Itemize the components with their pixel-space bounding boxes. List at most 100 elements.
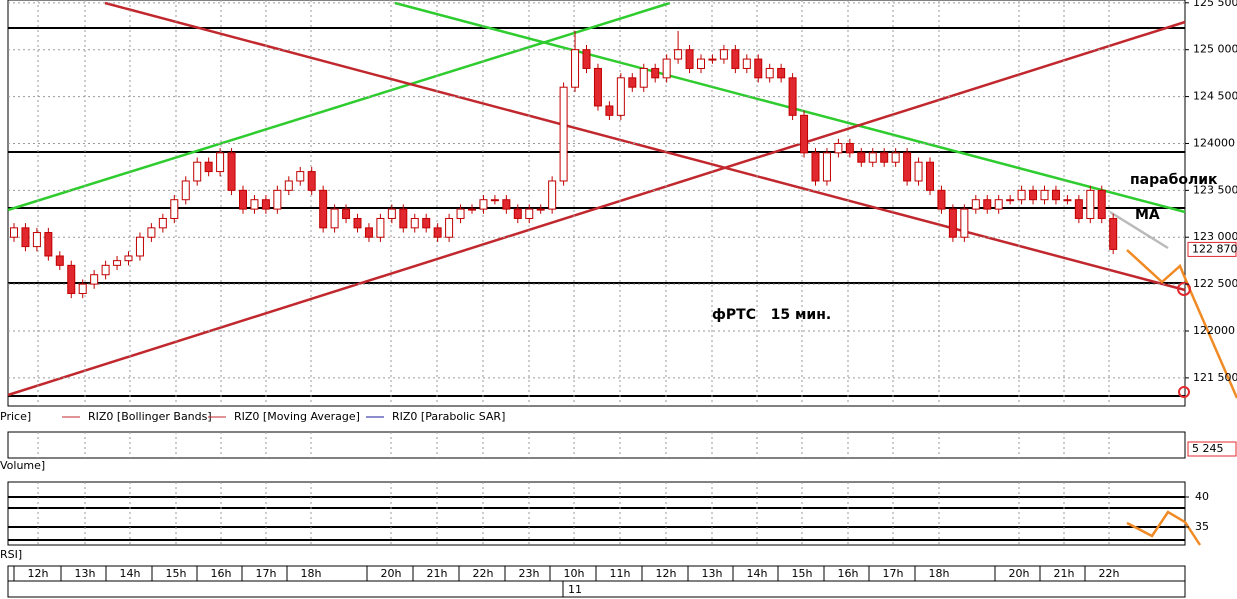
last-volume-label: 5 245 (1192, 442, 1224, 455)
candle-body (903, 152, 912, 182)
rsi-tick-label: 40 (1195, 490, 1209, 503)
candle-body (582, 49, 591, 69)
candle-body (410, 217, 419, 229)
candle-body (948, 208, 957, 238)
candle-body (719, 49, 728, 60)
candle-body (605, 105, 614, 116)
candle-body (1074, 199, 1083, 219)
candle-body (674, 49, 683, 60)
candle-body (261, 199, 270, 210)
candle-body (525, 208, 534, 219)
candle-body (456, 208, 465, 219)
x-tick-label: 17h (256, 567, 277, 580)
candle-body (559, 86, 568, 182)
x-tick-label: 21h (1054, 567, 1075, 580)
y-tick-label: 123 000 (1193, 230, 1237, 243)
candle-body (1063, 199, 1072, 202)
x-tick-label: 18h (929, 567, 950, 580)
candle-body (571, 49, 580, 88)
x-tick-label: 15h (166, 567, 187, 580)
candle-body (273, 189, 282, 210)
x-tick-label: 22h (1099, 567, 1120, 580)
last-volume-box (1187, 441, 1237, 457)
candle-body (90, 274, 99, 285)
candle-body (353, 217, 362, 229)
candle-body (399, 208, 408, 229)
candle-body (777, 67, 786, 79)
candle-body (754, 58, 763, 79)
y-tick-label: 123 500 (1193, 183, 1237, 196)
candle-body (204, 161, 213, 173)
x-tick-label: 21h (427, 567, 448, 580)
candle-body (78, 283, 87, 294)
candle-body (960, 208, 969, 238)
y-tick-label: 121 500 (1193, 371, 1237, 384)
candle-body (239, 189, 247, 210)
candle-body (994, 199, 1003, 210)
candle-body (914, 161, 923, 182)
candle-body (387, 208, 396, 219)
candle-body (697, 58, 705, 69)
candle-body (708, 58, 717, 61)
candle-body (593, 67, 602, 107)
x-tick-label: 10h (564, 567, 585, 580)
candle-body (21, 227, 30, 248)
candle-body (1097, 189, 1106, 219)
candle-body (158, 217, 167, 229)
legend-entry: Price] (0, 410, 31, 423)
candle-body (342, 208, 351, 219)
x-tick-label: 18h (301, 567, 322, 580)
x-tick-label: 16h (838, 567, 859, 580)
candle-body (685, 49, 694, 69)
candle-body (1040, 189, 1049, 201)
candle-body (364, 227, 373, 238)
candle-body (822, 152, 831, 182)
candle-body (216, 152, 225, 173)
y-tick-label: 122 500 (1193, 277, 1237, 290)
x-tick-label: 17h (883, 567, 904, 580)
candle-body (319, 189, 328, 229)
candle-body (227, 152, 236, 191)
rsi-levels (8, 496, 1202, 546)
candle-body (742, 58, 751, 69)
x-tick-label: 22h (473, 567, 494, 580)
candle-body (731, 49, 740, 69)
candle-body (1109, 217, 1118, 250)
y-tick-label: 124000 (1193, 136, 1235, 149)
candle-body (765, 67, 774, 79)
grid (8, 0, 1185, 545)
date-label: 11 (568, 583, 582, 596)
candle-body (147, 227, 156, 238)
x-tick-label: 23h (519, 567, 540, 580)
legend: Price] RIZ0 [Bollinger Bands] RIZ0 [Movi… (0, 410, 505, 423)
candle-body (868, 152, 877, 163)
candle-body (1086, 189, 1095, 219)
annotation: параболик (1130, 172, 1218, 188)
candle-body (284, 180, 293, 191)
y-tick-label: 125 500 (1193, 0, 1237, 9)
candle-body (628, 77, 637, 88)
candle-body (296, 171, 305, 182)
candle-body (971, 199, 980, 210)
y-tick-label: 125 000 (1193, 43, 1237, 56)
candle-body (422, 217, 431, 229)
candle-body (376, 217, 385, 238)
candle-body (937, 189, 946, 210)
annotation: MA (1135, 207, 1160, 223)
annotation: фРТС 15 мин. (712, 307, 831, 323)
last-price-box (1187, 241, 1237, 257)
legend-entry: RIZ0 [Parabolic SAR] (392, 410, 505, 423)
candle-body (891, 152, 900, 163)
x-tick-label: 20h (381, 567, 402, 580)
candle-body (490, 199, 499, 202)
candle-body (651, 67, 660, 79)
candle-body (445, 217, 454, 238)
candle-body (639, 67, 648, 88)
candle-body (44, 232, 53, 257)
candle-body (193, 161, 202, 182)
candle-body (101, 264, 110, 276)
x-tick-label: 12h (28, 567, 49, 580)
legend-entry: RIZ0 [Moving Average] (234, 410, 360, 423)
candle-body (479, 199, 488, 210)
